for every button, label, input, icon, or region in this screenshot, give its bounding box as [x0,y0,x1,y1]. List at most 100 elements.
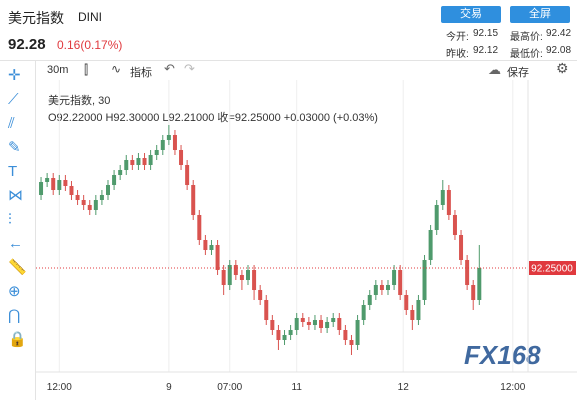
candle-body [221,270,226,285]
legend-ohlc: O92.22000 H92.30000 L92.21000 收=92.25000… [48,112,378,124]
candle-body [209,245,214,250]
stat-label: 今开: [446,32,469,43]
left-toolbar[interactable]: ✛ ⟋ ⫽ ✎ T ⋈ ⫶ ← 📏 ⊕ ⋂ 🔒 [8,67,27,348]
candle-body [57,180,62,190]
fullscreen-button[interactable]: 全屏 [510,6,570,23]
candle-body [81,200,86,205]
candle-body [349,340,354,345]
symbol-code: DINI [78,10,102,24]
interval[interactable]: 30m [47,64,69,76]
candle-body [197,215,202,240]
candle-body [422,260,427,300]
candle-body [203,240,208,250]
candle-body [270,320,275,330]
indicators[interactable]: 指标 [130,67,152,79]
candle-body [185,165,190,185]
toolbar-divider [35,60,36,400]
x-tick-label: 12:00 [47,382,72,393]
undo[interactable]: ↶ [164,61,175,76]
candle-body [252,270,257,290]
candle-body [459,235,464,260]
candle-body [331,318,336,322]
x-tick-label: 07:00 [217,382,242,393]
candle-body [446,190,451,215]
candle-body [355,320,360,345]
candle-body [166,135,171,140]
x-tick-label: 12:00 [500,382,525,393]
candle-body [325,322,330,328]
legend-title: 美元指数, 30 [48,95,111,107]
candle-body [246,270,250,280]
candle-body [154,150,159,155]
candle-body [39,182,44,195]
candle-body [337,318,342,330]
candle-body [264,300,269,320]
candle-body [404,295,409,310]
candle-body [233,265,238,275]
stat-label: 最高价: [510,32,543,43]
candle-body [465,260,470,285]
candle-body [386,285,390,290]
candle-body [416,300,421,320]
symbol-name: 美元指数 [8,10,64,26]
candle-body [160,140,165,150]
candle-body [312,320,317,325]
stat-value: 92.15 [473,28,499,39]
candle-body [398,270,403,295]
candle-body [51,178,56,190]
save[interactable]: 保存 [507,67,529,79]
redo[interactable]: ↷ [184,61,195,76]
candle-body [124,160,129,170]
candle-body [319,320,324,328]
stat-value: 92.12 [473,45,499,56]
candle-body [63,180,68,186]
change: 0.16(0.17%) [57,38,123,52]
candle-body [136,158,141,165]
candle-body [300,318,305,322]
candle-body [306,322,311,325]
candle-body [130,160,135,165]
candle-body [148,155,153,165]
candle-body [172,135,177,150]
candle-body [282,335,287,340]
cloud-icon[interactable]: ☁ [488,62,501,77]
candle-body [428,230,433,260]
candle-body [69,186,74,195]
x-tick-label: 9 [166,382,172,393]
candle-body [99,195,104,200]
candle-body [45,178,50,182]
last-price-label: 92.25000 [531,264,573,275]
candle-body [258,290,263,300]
x-tick-label: 11 [292,382,303,393]
stat-label: 最低价: [510,49,543,60]
candle-icon[interactable]: ⫿ [84,62,89,77]
stat-value: 92.42 [546,28,572,39]
candle-body [106,185,110,195]
candle-body [93,200,98,210]
stat-label: 昨收: [446,49,469,60]
candle-body [288,330,293,335]
stat-value: 92.08 [546,45,572,56]
candle-body [142,158,147,165]
candle-body [373,285,378,295]
candle-body [379,285,384,290]
candle-body [477,268,482,300]
candle-body [87,205,92,210]
candle-body [361,305,366,320]
indicator-icon[interactable]: ∿ [111,62,122,76]
candle-body [392,270,397,285]
x-tick-label: 12 [398,382,410,393]
candle-body [191,185,196,215]
candle-body [410,310,415,320]
settings[interactable]: ⚙ [556,60,569,76]
divider [0,60,577,61]
candle-body [452,215,457,235]
candle-body [276,330,281,340]
candle-body [227,265,232,285]
candle-body [440,190,445,205]
candle-body [179,150,184,165]
trade-button[interactable]: 交易 [441,6,501,23]
candle-body [434,205,439,230]
